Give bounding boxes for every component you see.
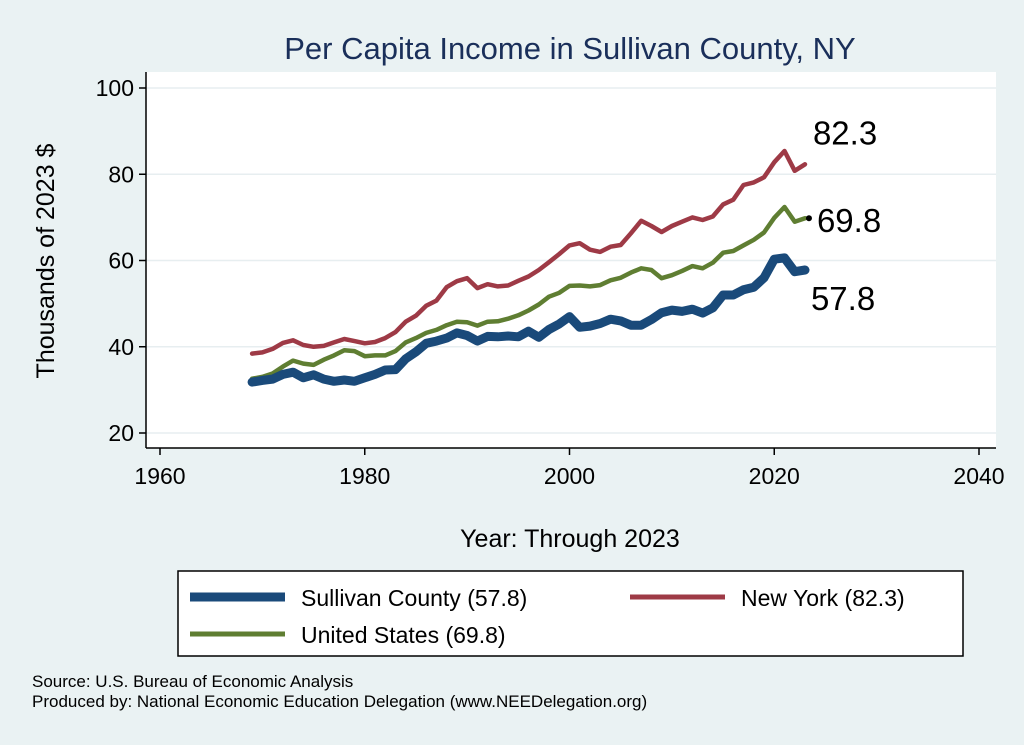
end-label: 57.8 [811, 280, 875, 317]
series-line-new-york [249, 148, 808, 356]
source-note: Source: U.S. Bureau of Economic Analysis [32, 672, 354, 691]
series-line-sullivan-county [247, 253, 810, 387]
legend-label-new-york: New York (82.3) [741, 585, 905, 611]
grid-lines [146, 87, 996, 434]
legend-label-sullivan: Sullivan County (57.8) [301, 585, 527, 611]
x-tick-label: 2000 [544, 463, 595, 489]
x-tick-label: 1960 [134, 463, 185, 489]
y-tick-label: 40 [108, 334, 134, 360]
y-axis-title: Thousands of 2023 $ [32, 143, 60, 378]
series-line-united-states [249, 204, 808, 381]
x-axis-title: Year: Through 2023 [460, 525, 680, 553]
series-lines [247, 148, 810, 387]
legend-box [177, 570, 964, 657]
producer-note: Produced by: National Economic Education… [32, 692, 648, 711]
y-tick-label: 60 [108, 248, 134, 274]
y-tick-label: 100 [96, 75, 134, 101]
end-label: 82.3 [813, 114, 877, 151]
legend: Sullivan County (57.8) New York (82.3) U… [177, 570, 964, 657]
y-tick-label: 20 [108, 420, 134, 446]
end-label-marker [805, 215, 812, 222]
x-tick-label: 2020 [749, 463, 800, 489]
end-label: 69.8 [817, 202, 881, 239]
chart-title: Per Capita Income in Sullivan County, NY [284, 31, 855, 66]
x-tick-label: 2040 [953, 463, 1004, 489]
legend-label-united-states: United States (69.8) [301, 622, 506, 648]
y-tick-label: 80 [108, 161, 134, 187]
x-tick-label: 1980 [339, 463, 390, 489]
end-labels: 57.8 82.3 69.8 [805, 114, 881, 317]
